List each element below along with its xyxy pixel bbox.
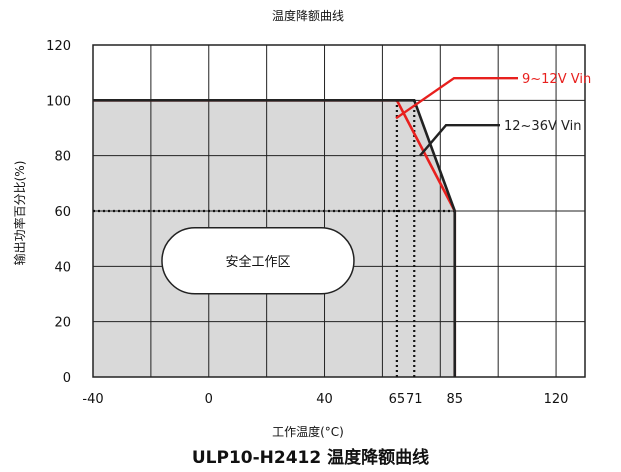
y-tick-label: 80 — [54, 150, 71, 165]
y-tick-label: 0 — [63, 371, 71, 386]
x-tick-label: 85 — [446, 392, 463, 407]
legend-label-0: 9~12V Vin — [522, 72, 591, 87]
axis-ticks: -40 0 40 65 71 85 120 0 20 40 60 80 100 120 — [46, 39, 568, 407]
x-tick-label: 71 — [406, 392, 423, 407]
y-tick-label: 120 — [46, 39, 71, 54]
legend-pointer-0 — [395, 76, 518, 120]
y-tick-label: 20 — [54, 316, 71, 331]
derating-chart: 安全工作区 9~12V Vin 12~36V Vin -40 0 40 65 71 85 12… — [12, 8, 591, 439]
series-lines — [93, 99, 457, 377]
reference-lines — [93, 100, 455, 377]
x-tick-label: 40 — [316, 392, 333, 407]
x-tick-label: -40 — [82, 392, 103, 407]
legend-label-1: 12~36V Vin — [504, 119, 581, 134]
x-tick-label: 0 — [205, 392, 213, 407]
y-tick-label: 40 — [54, 260, 71, 275]
y-axis-label: 输出功率百分比(%) — [12, 161, 27, 266]
safe-zone-pill — [161, 227, 355, 295]
safe-zone-label: 安全工作区 — [225, 254, 290, 270]
y-tick-label: 100 — [46, 94, 71, 109]
safe-zone-badge: 安全工作区 — [161, 227, 355, 295]
chart-caption: ULP10-H2412 温度降额曲线 — [191, 448, 430, 468]
x-tick-label: 65 — [389, 392, 406, 407]
chart-title: 温度降额曲线 — [272, 8, 344, 23]
x-tick-label: 120 — [544, 392, 569, 407]
y-tick-label: 60 — [54, 205, 71, 220]
legend: 9~12V Vin 12~36V Vin — [395, 72, 591, 157]
legend-pointer-1 — [419, 124, 500, 157]
x-axis-label: 工作温度(°C) — [272, 424, 344, 439]
series-line-1 — [93, 99, 457, 377]
